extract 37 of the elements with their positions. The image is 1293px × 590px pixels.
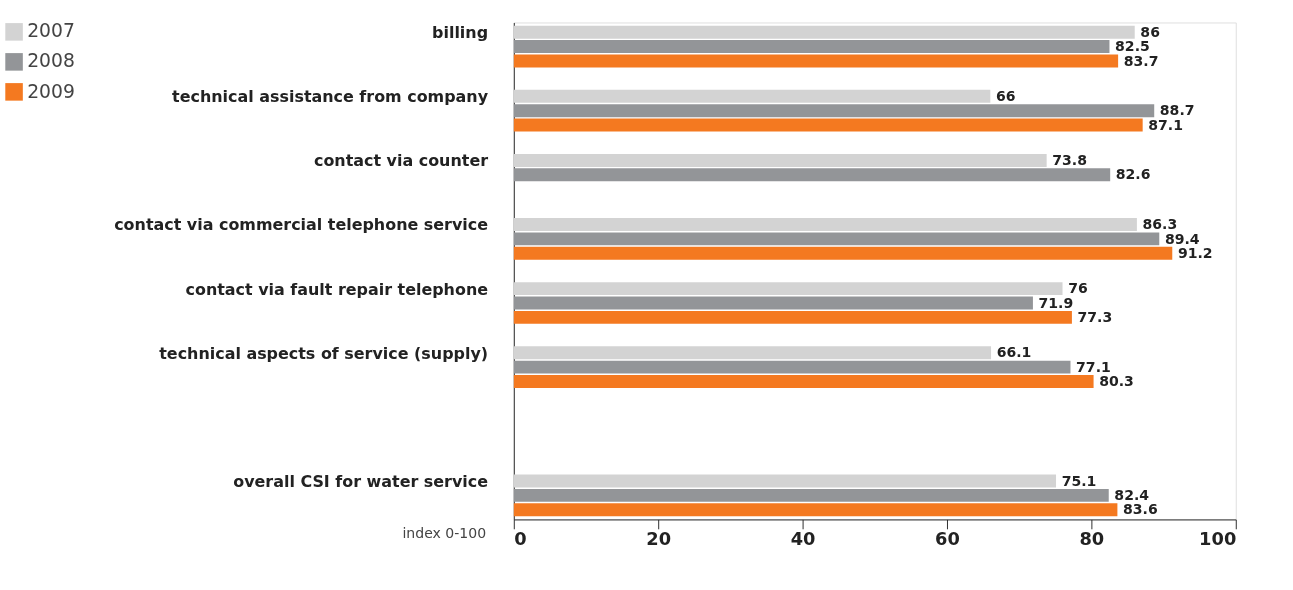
data-label: 86.3 <box>1142 216 1178 233</box>
data-label: 80.3 <box>1099 373 1134 390</box>
data-label: 66.1 <box>996 344 1032 361</box>
x-tick-label: 100 <box>1199 528 1237 550</box>
legend-label: 2009 <box>27 80 75 102</box>
data-label: 77.3 <box>1077 309 1113 326</box>
data-label: 88.7 <box>1159 102 1195 119</box>
y-tick-label: technical aspects of service (supply) <box>159 343 489 363</box>
data-label: 82.5 <box>1115 38 1150 55</box>
y-tick-label: contact via counter <box>313 151 489 171</box>
x-tick-label: 60 <box>935 528 960 550</box>
data-label: 76 <box>1068 280 1088 297</box>
x-tick-label: 0 <box>514 528 527 550</box>
y-tick-label: contact via fault repair telephone <box>185 279 489 299</box>
data-label: 77.1 <box>1076 358 1111 375</box>
x-tick-label: 40 <box>790 528 816 550</box>
y-tick-label: overall CSI for water service <box>233 471 489 491</box>
x-tick-label: 20 <box>646 528 672 550</box>
y-tick-label: technical assistance from company <box>172 87 489 107</box>
data-label: 71.9 <box>1038 294 1074 311</box>
x-axis-title: index 0-100 <box>402 524 487 541</box>
data-label: 86 <box>1140 23 1161 40</box>
y-tick-label: contact via commercial telephone service <box>114 215 489 235</box>
data-label: 66 <box>995 87 1016 104</box>
data-label: 82.6 <box>1115 166 1151 183</box>
data-label: 75.1 <box>1061 472 1097 489</box>
data-label: 83.6 <box>1123 501 1158 518</box>
data-label: 89.4 <box>1164 230 1200 247</box>
legend-label: 2008 <box>27 50 75 72</box>
legend-label: 2007 <box>27 20 75 42</box>
data-label: 87.1 <box>1148 116 1183 133</box>
y-tick-label: billing <box>432 23 489 43</box>
data-label: 91.2 <box>1177 244 1213 261</box>
data-label: 83.7 <box>1123 52 1159 69</box>
data-label: 82.4 <box>1114 487 1150 504</box>
data-label: 73.8 <box>1052 152 1087 169</box>
x-tick-label: 80 <box>1079 528 1105 550</box>
